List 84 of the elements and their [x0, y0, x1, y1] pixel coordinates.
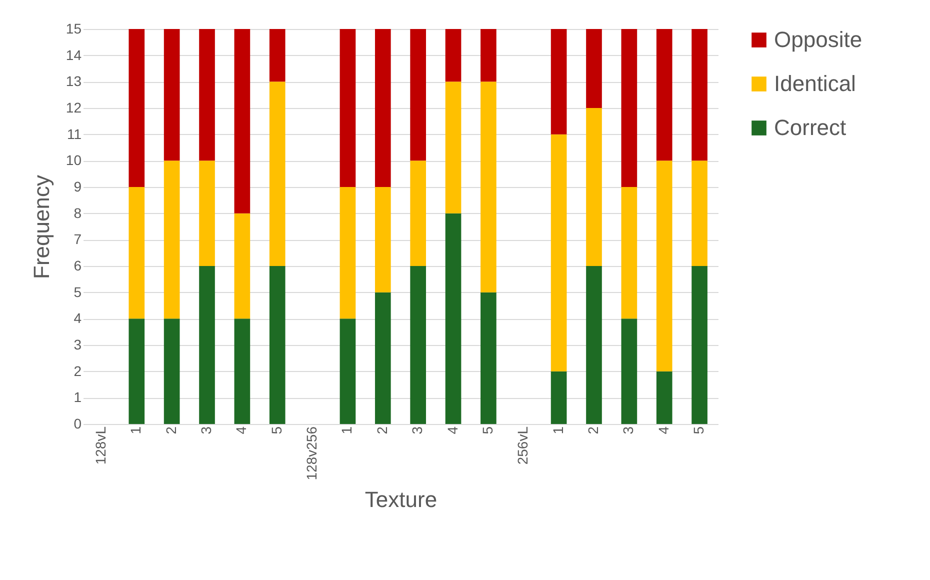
bar: [480, 29, 496, 82]
bar: [128, 187, 145, 319]
legend-label: Correct: [774, 115, 846, 140]
y-tick-label: 15: [66, 20, 82, 36]
y-tick-label: 5: [74, 284, 82, 300]
y-tick-label: 2: [74, 362, 82, 379]
bar: [199, 160, 215, 266]
x-tick-label: 2: [374, 426, 390, 434]
y-tick-label: 1: [74, 389, 82, 406]
x-tick-label: 2: [162, 426, 179, 434]
bar: [340, 318, 356, 424]
bar: [199, 266, 215, 424]
bar: [374, 187, 391, 292]
x-tick-label: 5: [690, 426, 707, 434]
bar: [692, 266, 708, 424]
bar: [164, 29, 180, 161]
bar: [445, 213, 462, 424]
bar: [550, 29, 567, 134]
x-tick-label: 5: [268, 426, 284, 434]
x-tick-label: 4: [444, 426, 460, 434]
bar: [128, 29, 145, 187]
bar: [410, 160, 426, 266]
y-tick-label: 14: [66, 46, 82, 63]
y-tick-label: 13: [66, 73, 82, 90]
y-tick-label: 10: [66, 152, 82, 168]
bar: [269, 29, 286, 82]
y-tick-label: 9: [74, 178, 82, 194]
bar: [164, 160, 180, 319]
y-tick-label: 4: [74, 310, 82, 326]
y-tick-label: 3: [74, 336, 82, 352]
bar: [656, 160, 672, 372]
x-tick-label: 3: [620, 426, 636, 434]
bar: [586, 29, 602, 108]
x-tick-label: 128vL: [92, 426, 108, 465]
bar: [234, 213, 250, 319]
bar: [410, 29, 426, 161]
bar: [340, 187, 356, 319]
bar: [692, 160, 708, 266]
bar: [269, 266, 286, 424]
bar: [234, 318, 250, 424]
bar: [621, 29, 638, 187]
x-tick-label: 256vL: [514, 426, 531, 465]
x-tick-label: 4: [655, 426, 672, 434]
y-tick-label: 11: [66, 126, 82, 142]
bar: [656, 29, 672, 161]
legend-label: Identical: [774, 71, 856, 96]
bar: [445, 29, 462, 82]
y-axis-title: Frequency: [28, 175, 54, 279]
bar: [621, 318, 638, 424]
x-tick-label: 5: [479, 426, 496, 434]
bar: [480, 292, 496, 424]
bar: [445, 82, 462, 214]
x-tick-label: 1: [128, 426, 144, 434]
bar: [656, 371, 672, 424]
bar: [621, 187, 638, 319]
x-tick-label: 1: [338, 426, 355, 434]
bar: [199, 29, 215, 161]
bar: [550, 371, 567, 424]
bar: [692, 29, 708, 161]
bar: [128, 318, 145, 424]
bar: [234, 29, 250, 214]
y-tick-label: 0: [74, 416, 82, 432]
bar: [164, 318, 180, 424]
x-tick-label: 1: [550, 426, 566, 434]
bar: [374, 29, 391, 187]
bar: [374, 292, 391, 424]
bar: [586, 266, 602, 424]
legend-label: Opposite: [774, 27, 862, 52]
y-tick-label: 6: [74, 258, 82, 274]
bar: [269, 82, 286, 266]
bar: [586, 108, 602, 266]
bar: [340, 29, 356, 187]
x-tick-label: 4: [233, 426, 250, 434]
x-axis-title: Texture: [364, 487, 438, 512]
x-tick-label: 3: [409, 426, 426, 434]
bar: [550, 134, 567, 372]
x-tick-label: 128v256: [304, 426, 320, 480]
x-tick-label: 3: [198, 426, 214, 434]
x-tick-label: 2: [584, 426, 601, 434]
bar: [480, 82, 496, 292]
y-tick-label: 7: [74, 231, 82, 248]
bar: [410, 266, 426, 424]
y-tick-label: 12: [66, 100, 82, 116]
y-tick-label: 8: [74, 204, 82, 221]
